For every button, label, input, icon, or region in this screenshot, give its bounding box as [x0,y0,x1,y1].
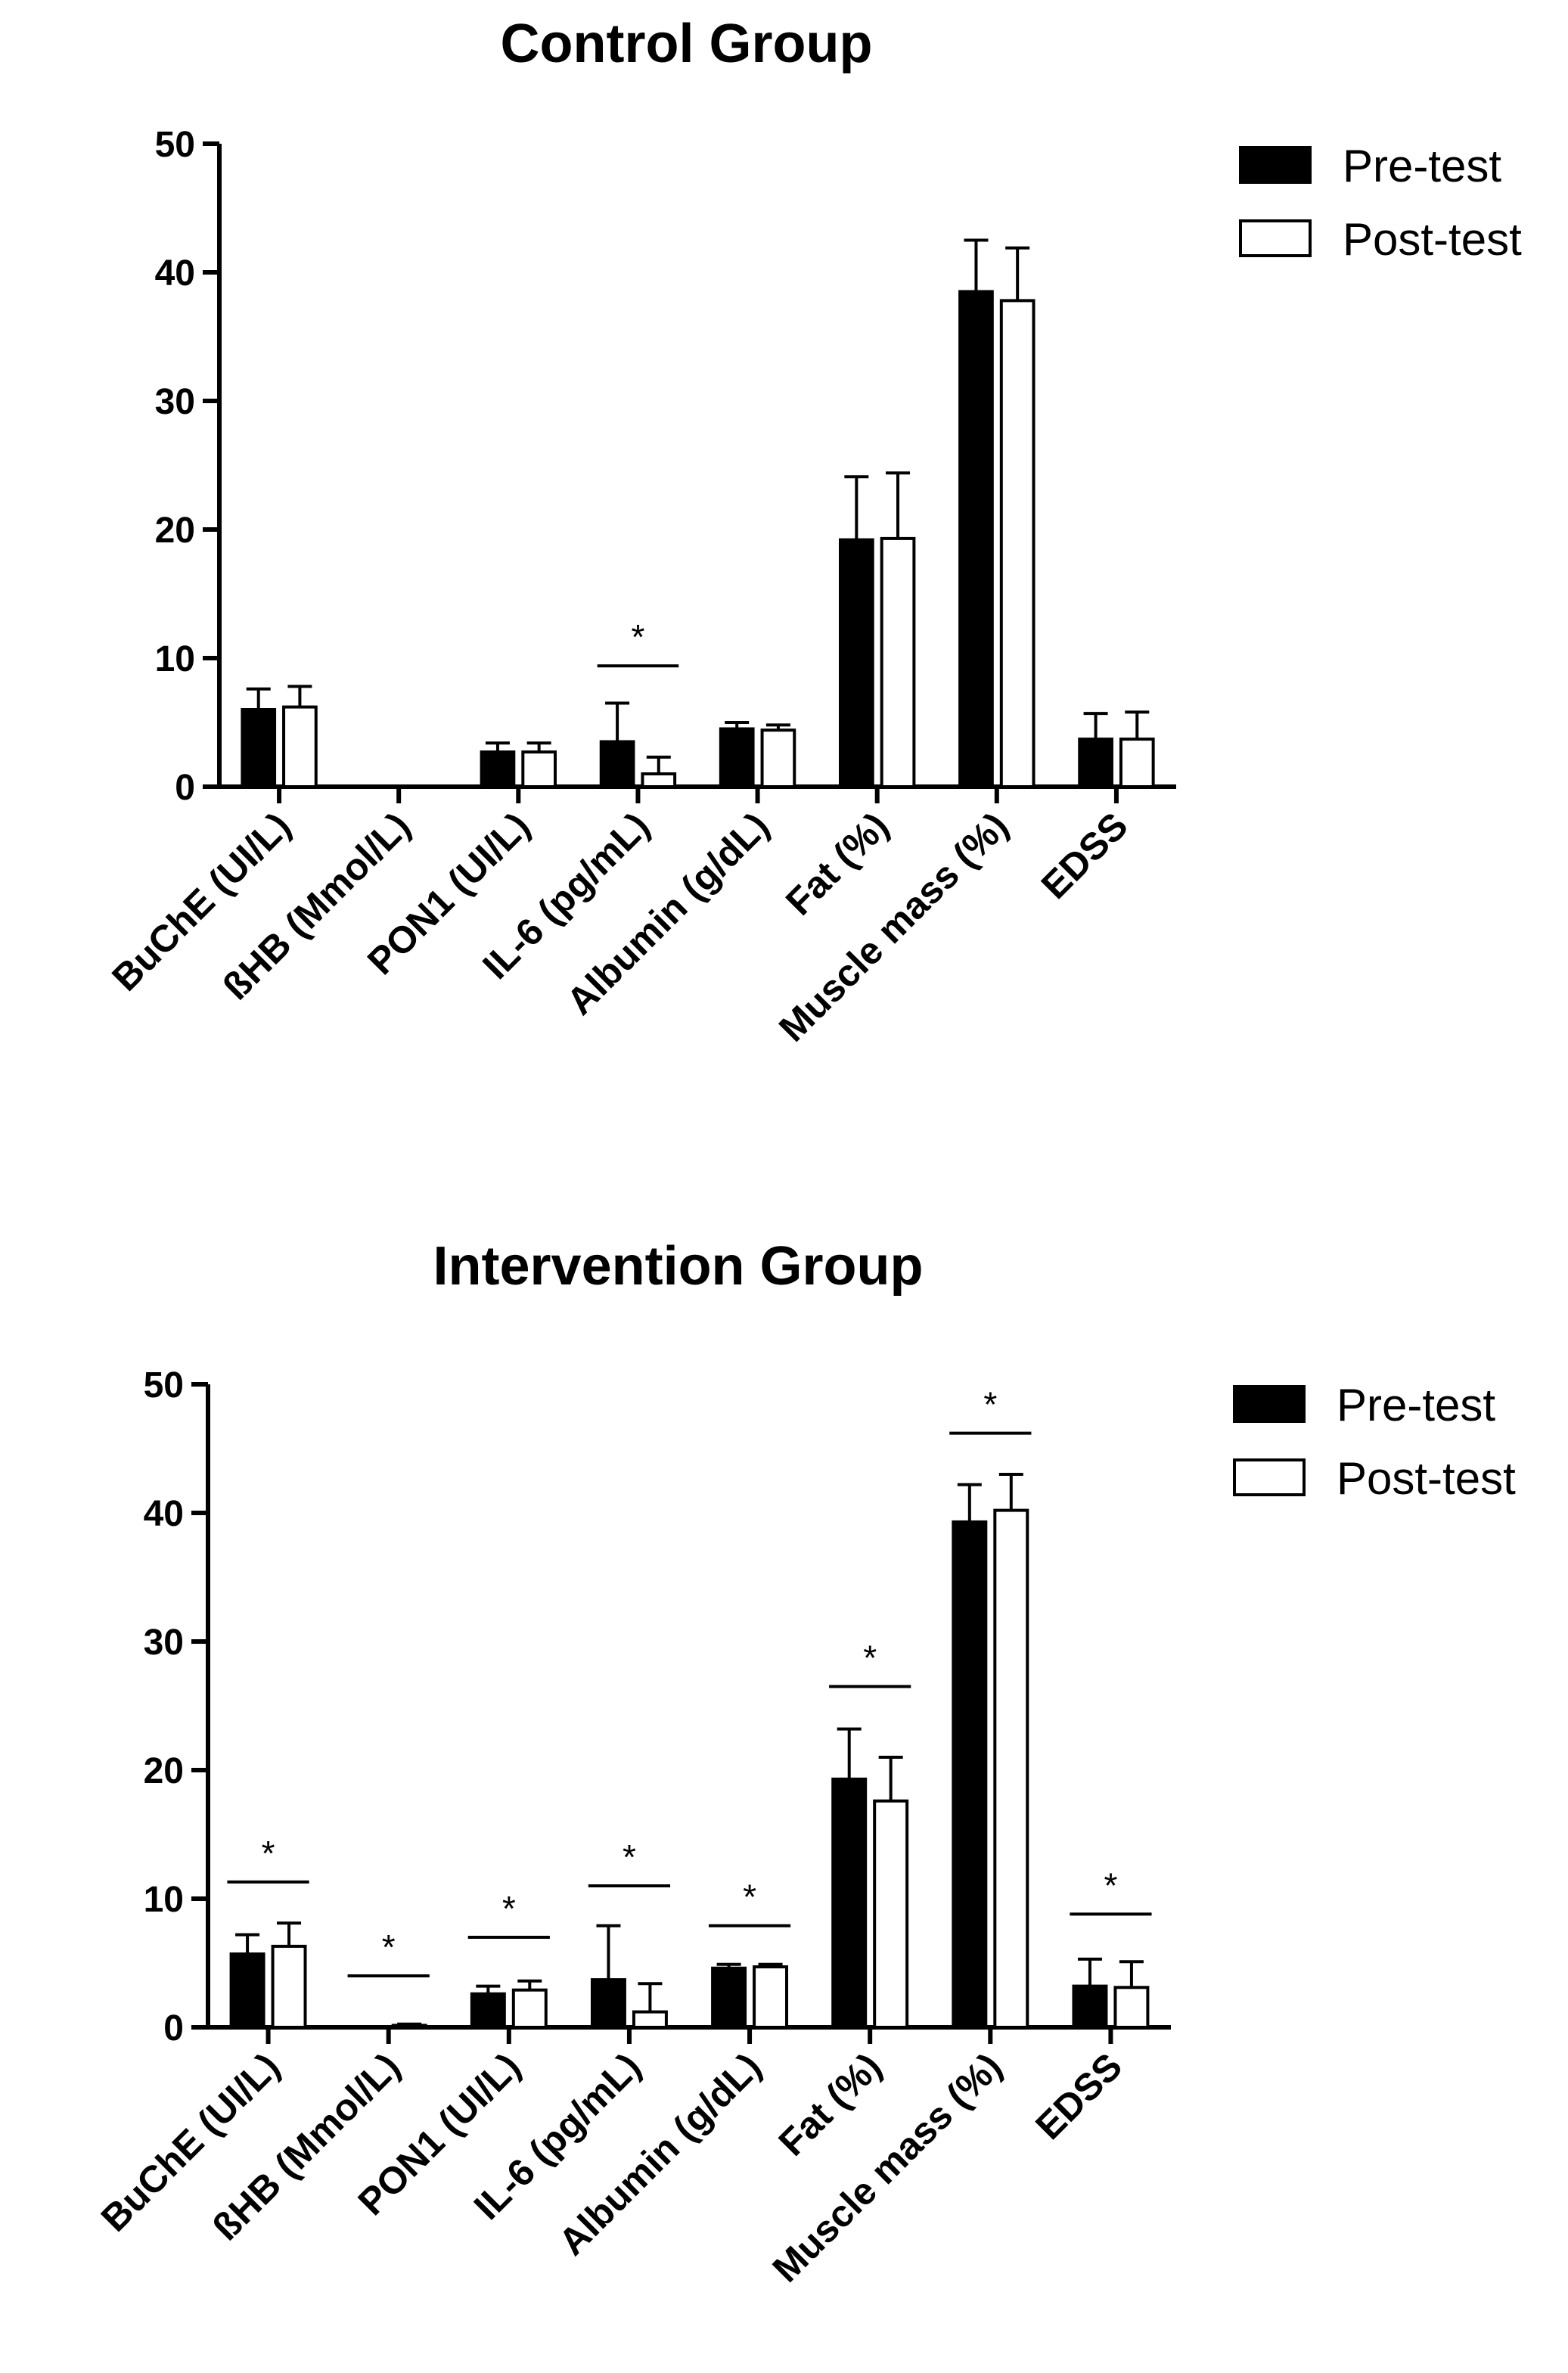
post-test-bar [511,1988,548,2029]
legend-label: Post-test [1343,214,1522,265]
significance-star: * [502,1889,516,1928]
y-tick-label: 40 [155,253,195,294]
post-test-bar [880,536,916,789]
pre-test-bar [1072,1984,1108,2030]
significance-star: * [863,1638,877,1678]
post-test-bar [641,772,677,788]
significance-star: * [1104,1865,1117,1905]
pre-test-bar [229,1952,265,2030]
pre-test-bar [958,290,994,788]
legend-swatch [1233,1458,1306,1496]
y-tick-label: 20 [144,1751,184,1791]
post-test-bar [1113,1986,1150,2030]
legend-label: Pre-test [1343,141,1501,191]
post-test-bar [632,2010,668,2030]
post-test-bar [1119,738,1155,788]
pre-test-bar [590,1978,626,2030]
x-tick-label: Fat (%) [778,804,896,923]
y-tick-label: 0 [163,2008,184,2048]
legend-swatch [1233,1385,1306,1423]
pre-test-bar [719,727,755,788]
pre-test-bar [480,750,516,788]
legend-swatch [1239,219,1312,257]
x-tick-label: Albumin (g/dL) [551,2045,769,2263]
pre-test-bar [599,740,635,788]
post-test-bar [271,1944,307,2029]
significance-star: * [382,1927,396,1967]
y-tick-label: 10 [144,1880,184,1920]
pre-test-bar [952,1520,988,2029]
y-tick-label: 50 [144,1365,184,1405]
pre-test-bar [838,538,874,788]
significance-star: * [983,1385,997,1424]
y-tick-label: 20 [155,511,195,551]
x-tick-label: Fat (%) [771,2045,890,2163]
y-tick-label: 50 [155,125,195,165]
x-tick-label: Muscle mass (%) [771,804,1017,1050]
pre-test-bar [241,708,277,788]
pre-test-bar [711,1966,747,2030]
x-tick-label: EDSS [1027,2045,1130,2148]
post-test-bar [873,1799,909,2030]
chart-title: Intervention Group [433,1236,924,1297]
chart-title: Control Group [501,14,873,74]
y-tick-label: 0 [175,768,195,808]
pre-test-bar [1078,738,1113,788]
x-tick-label: Muscle mass (%) [765,2045,1011,2291]
post-test-bar [282,705,318,788]
post-test-bar [993,1508,1029,2029]
post-test-bar [391,2024,427,2029]
significance-star: * [743,1878,756,1917]
x-tick-label: EDSS [1033,804,1136,907]
significance-star: * [631,617,644,657]
y-tick-label: 40 [144,1494,184,1534]
significance-star: * [262,1834,275,1873]
post-test-bar [760,728,796,789]
x-tick-label: Albumin (g/dL) [558,804,777,1023]
significance-star: * [623,1837,636,1877]
pre-test-bar [831,1777,868,2029]
y-tick-label: 10 [155,639,195,679]
legend-label: Post-test [1337,1453,1516,1504]
post-test-bar [999,299,1036,788]
legend-swatch [1239,146,1312,184]
pre-test-bar [470,1992,506,2030]
y-tick-label: 30 [144,1623,184,1663]
post-test-bar [753,1965,789,2030]
post-test-bar [521,750,557,788]
legend-label: Pre-test [1337,1380,1495,1430]
y-tick-label: 30 [155,382,195,422]
